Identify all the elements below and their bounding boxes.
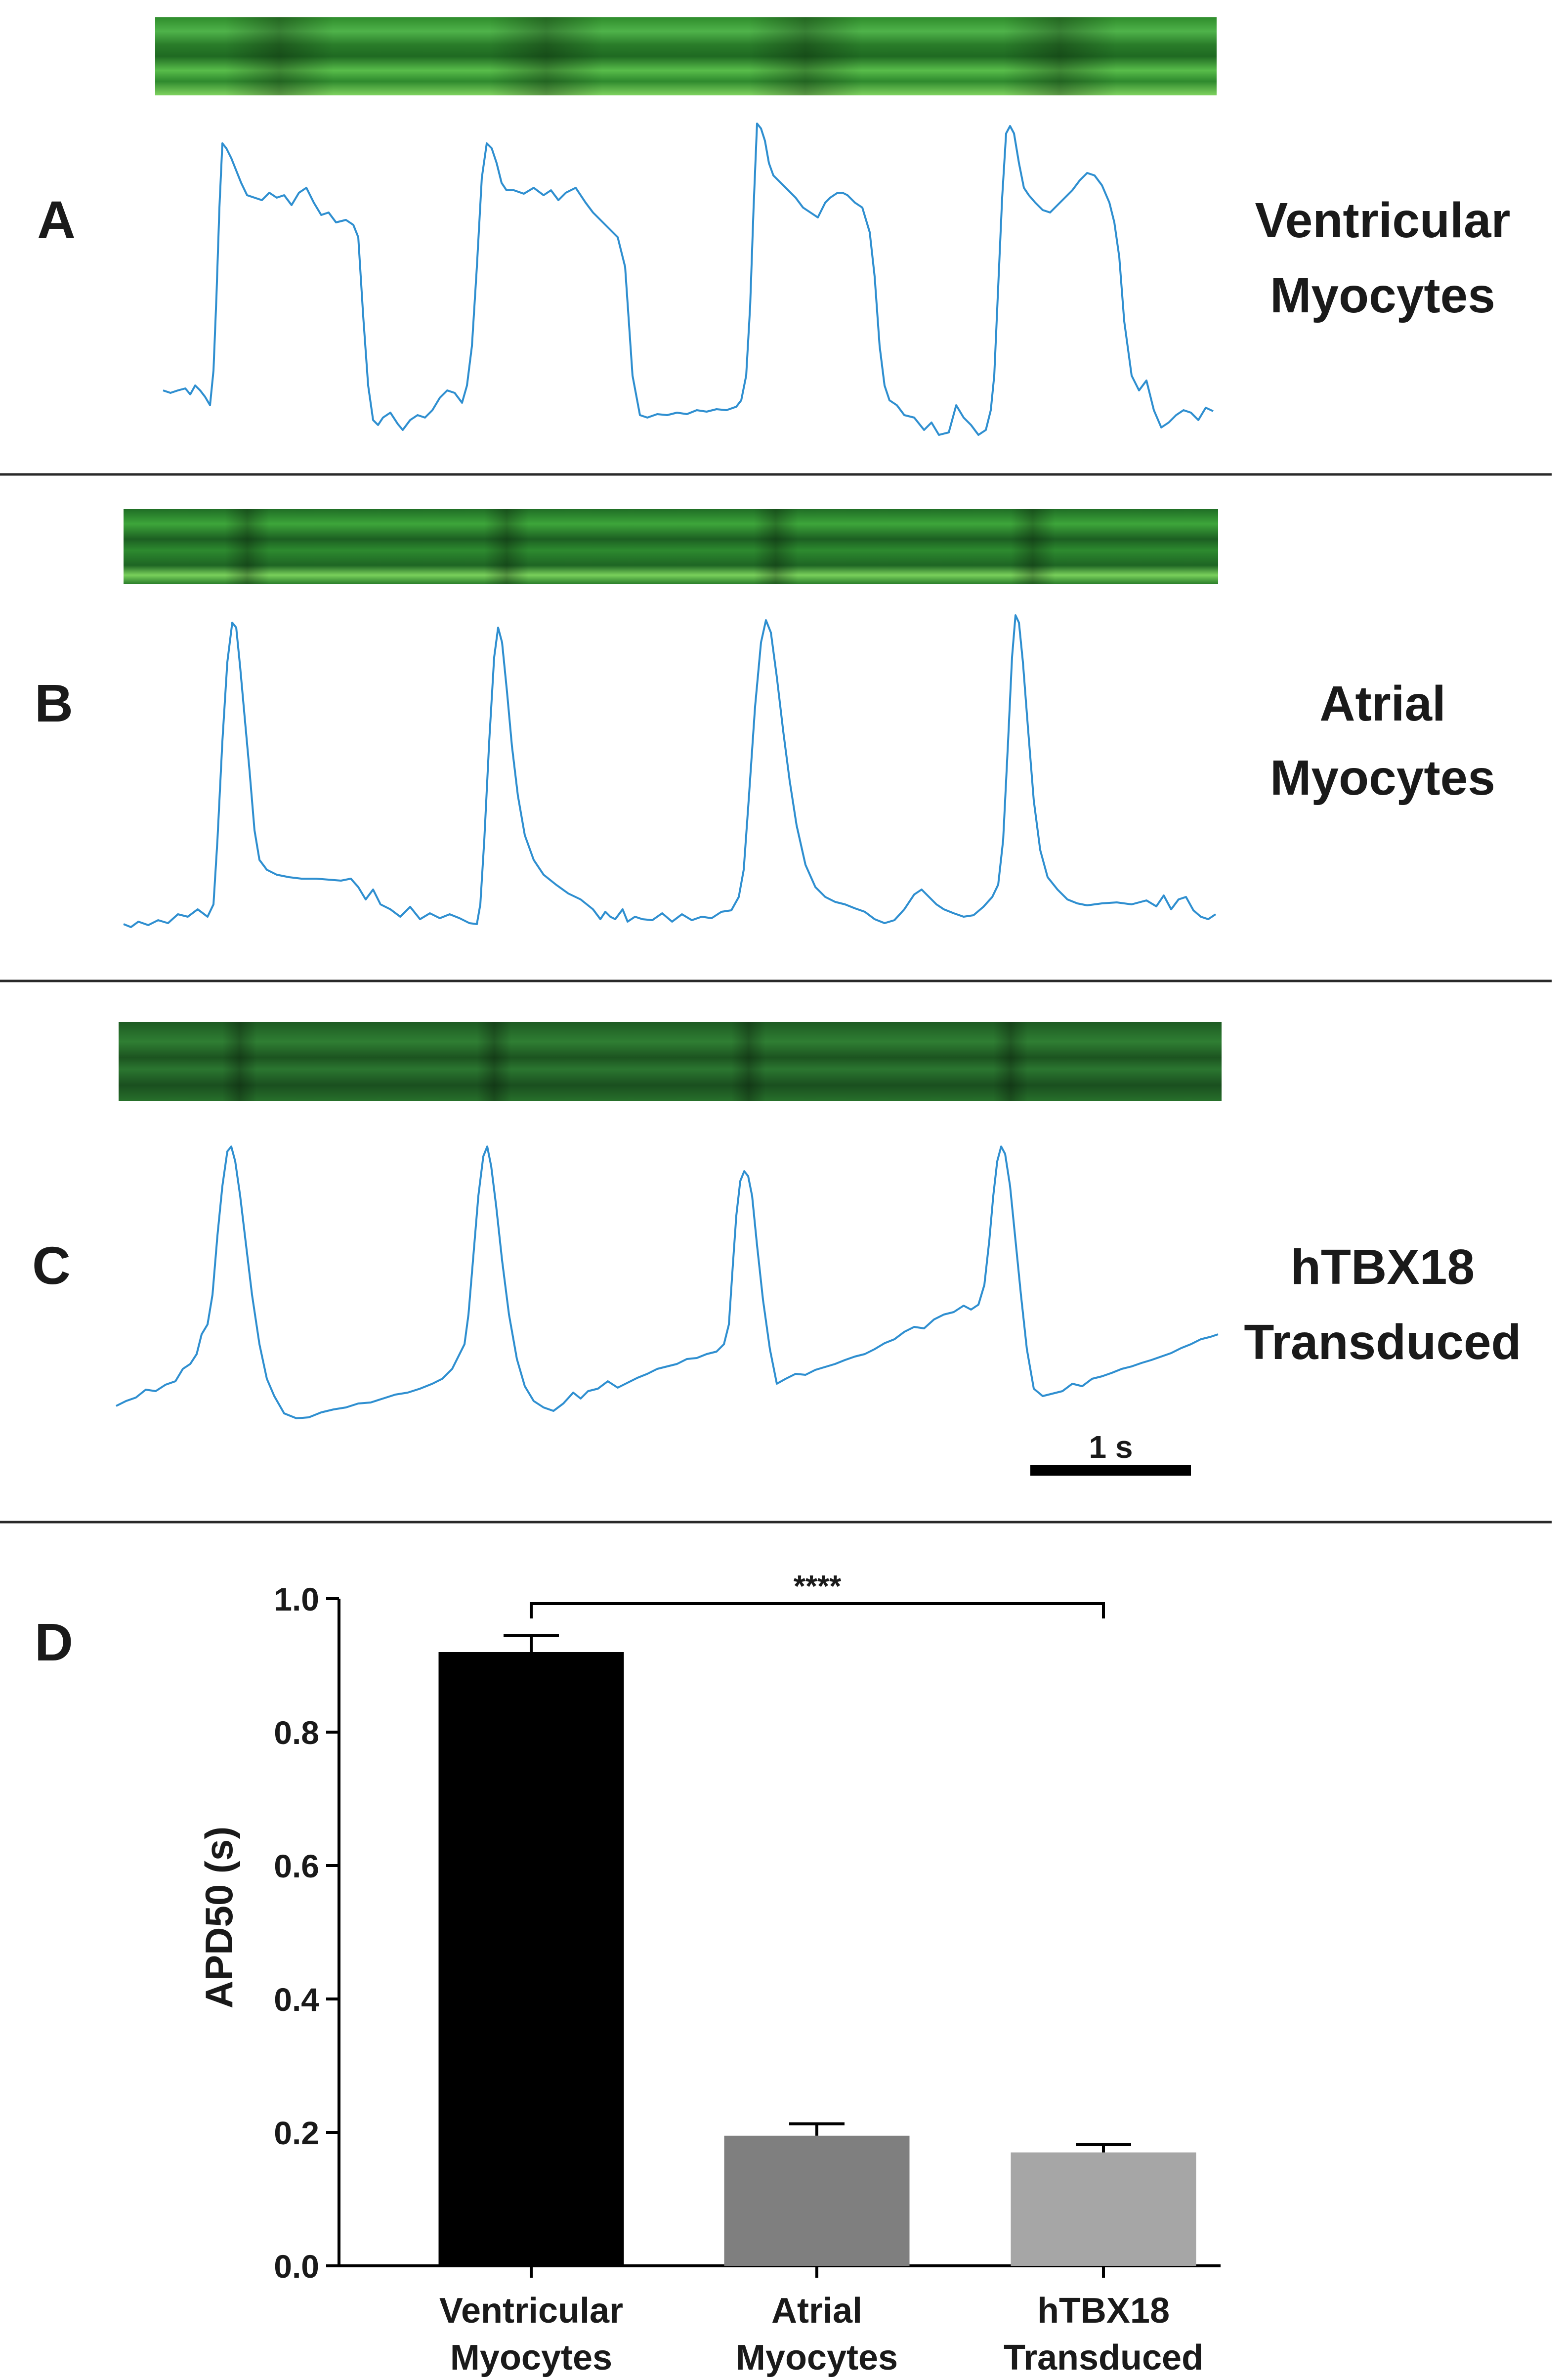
y-tick-label: 0.4	[274, 1981, 319, 2018]
y-tick-label: 0.2	[274, 2115, 319, 2151]
y-tick-label: 0.8	[274, 1714, 319, 1751]
panel-title-c-line2: Transduced	[1244, 1315, 1521, 1370]
beat-band-b1	[225, 509, 269, 584]
bar	[1011, 2152, 1196, 2266]
panel-letter-a: A	[37, 190, 76, 250]
y-tick-label: 0.0	[274, 2248, 319, 2285]
panel-title-b-line2: Myocytes	[1270, 750, 1495, 806]
bar	[438, 1652, 624, 2266]
beat-band-b4	[1011, 509, 1055, 584]
panel-letter-b: B	[35, 673, 73, 733]
panel-c: C hTBX18 Transduced 1 s	[32, 1022, 1522, 1476]
trace-b	[123, 614, 1217, 928]
x-tick-label: Ventricular	[439, 2291, 623, 2331]
significance-label: ****	[794, 1570, 842, 1604]
y-tick-label: 0.6	[274, 1848, 319, 1884]
trace-a	[163, 123, 1214, 436]
beat-band-a4	[1003, 17, 1117, 95]
beat-band-a2	[489, 17, 603, 95]
beat-band-b3	[754, 509, 798, 584]
chart-apd50: D APD50 (s) 0.0 0.2 0.4 0.6 0.8 1.0 **** Vent…	[35, 1570, 1221, 2378]
beat-band-b2	[484, 509, 529, 584]
panel-title-a-line1: Ventricular	[1255, 193, 1511, 248]
x-tick-label: hTBX18	[1037, 2291, 1170, 2331]
panel-title-b-line1: Atrial	[1319, 676, 1446, 731]
beat-band-a1	[225, 17, 334, 95]
x-tick-label: Transduced	[1004, 2338, 1203, 2378]
beat-band-c4	[993, 1022, 1028, 1101]
panel-b: B Atrial Myocytes	[35, 509, 1495, 928]
beat-band-a3	[749, 17, 862, 95]
y-axis-label: APD50 (s)	[197, 1827, 241, 2008]
significance-bracket	[530, 1602, 1105, 1618]
y-tick-label: 1.0	[274, 1581, 319, 1617]
panel-letter-c: C	[32, 1235, 71, 1295]
panel-letter-d: D	[35, 1612, 73, 1672]
trace-c	[116, 1146, 1219, 1419]
x-tick-label: Myocytes	[450, 2338, 612, 2378]
linescan-strip-c	[119, 1022, 1222, 1101]
beat-band-c1	[222, 1022, 257, 1101]
scale-bar-label: 1 s	[1089, 1429, 1133, 1465]
x-tick-label: Atrial	[771, 2291, 862, 2331]
bar	[724, 2135, 910, 2266]
x-tick-label: Myocytes	[736, 2338, 898, 2378]
panel-title-a-line2: Myocytes	[1270, 268, 1495, 323]
beat-band-c2	[477, 1022, 511, 1101]
panel-title-c-line1: hTBX18	[1291, 1239, 1475, 1295]
beat-band-c3	[731, 1022, 766, 1101]
panel-a: A Ventricular Myocytes	[37, 17, 1511, 436]
